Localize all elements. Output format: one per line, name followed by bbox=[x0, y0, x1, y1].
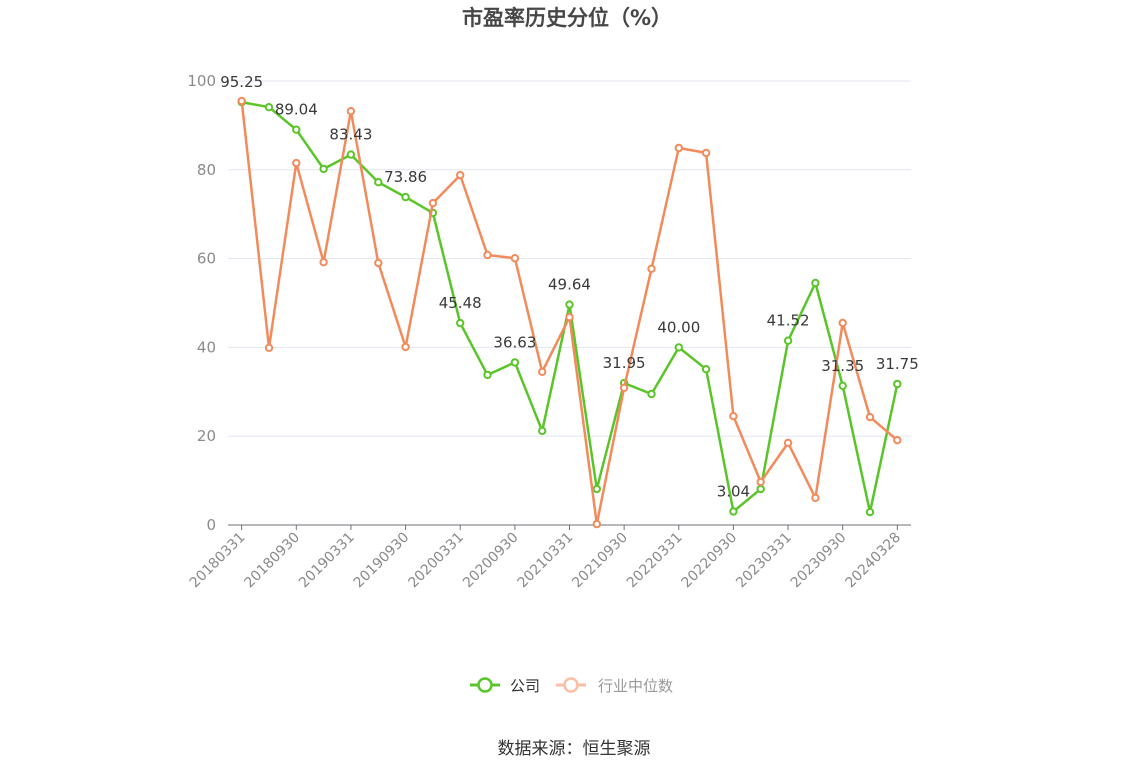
company-point bbox=[592, 484, 601, 494]
industry-median-point bbox=[565, 313, 574, 322]
company-point bbox=[865, 507, 875, 517]
data-label: 95.25 bbox=[220, 73, 263, 91]
industry-median-point bbox=[374, 258, 383, 268]
industry-median-point bbox=[538, 367, 547, 376]
industry-median-point bbox=[701, 148, 711, 158]
data-label: 31.35 bbox=[821, 357, 864, 375]
company-point bbox=[456, 318, 465, 328]
x-tick-label: 20220930 bbox=[679, 530, 741, 592]
x-tick-label: 20180930 bbox=[241, 530, 303, 592]
x-tick-label: 20230930 bbox=[788, 530, 850, 592]
legend-item-company[interactable]: 公司 bbox=[470, 677, 540, 695]
y-tick-label: 100 bbox=[187, 72, 216, 90]
industry-median-point bbox=[401, 342, 410, 352]
y-tick-label: 20 bbox=[197, 427, 216, 445]
x-tick-label: 20190331 bbox=[296, 530, 358, 592]
x-tick-label: 20190930 bbox=[351, 530, 413, 592]
x-tick-label: 20240328 bbox=[842, 530, 904, 592]
industry-median-point bbox=[893, 436, 902, 445]
y-tick-label: 0 bbox=[206, 516, 216, 534]
legend-label-industry-median: 行业中位数 bbox=[598, 677, 673, 695]
data-label: 89.04 bbox=[275, 101, 318, 119]
industry-median-point bbox=[264, 343, 274, 352]
company-point bbox=[783, 336, 793, 345]
industry-median-point bbox=[346, 107, 356, 116]
data-label: 40.00 bbox=[657, 318, 700, 336]
series-area bbox=[237, 96, 902, 529]
company-point bbox=[292, 125, 301, 134]
industry-median-point bbox=[237, 96, 246, 106]
data-label: 31.95 bbox=[603, 354, 646, 372]
x-tick-label: 20200930 bbox=[460, 530, 522, 592]
company-point bbox=[510, 358, 520, 367]
industry-median-point bbox=[783, 438, 793, 448]
industry-median-point bbox=[756, 477, 765, 487]
company-point bbox=[811, 278, 820, 288]
industry-median-point bbox=[619, 383, 629, 392]
data-label: 49.64 bbox=[548, 276, 591, 294]
data-label: 45.48 bbox=[439, 294, 482, 312]
company-point bbox=[756, 484, 765, 494]
legend-item-industry-median[interactable]: 行业中位数 bbox=[556, 677, 673, 695]
industry-median-point bbox=[428, 198, 438, 208]
company-point bbox=[729, 507, 738, 516]
legend: 公司 行业中位数 bbox=[470, 677, 673, 695]
industry-median-point bbox=[729, 412, 738, 421]
industry-median-point bbox=[592, 519, 601, 529]
data-label: 41.52 bbox=[767, 312, 810, 330]
data-label: 3.04 bbox=[717, 483, 750, 501]
x-axis: 2018033120180930201903312019093020200331… bbox=[187, 524, 911, 592]
data-source-note: 数据来源：恒生聚源 bbox=[498, 739, 651, 759]
data-label: 31.75 bbox=[876, 355, 919, 373]
industry-median-point bbox=[483, 250, 492, 260]
company-point bbox=[701, 365, 711, 374]
data-label: 83.43 bbox=[329, 126, 372, 144]
x-tick-label: 20230331 bbox=[733, 530, 795, 592]
industry-median-point bbox=[674, 143, 683, 153]
y-tick-label: 60 bbox=[197, 250, 216, 268]
industry-median-point bbox=[865, 412, 875, 422]
industry-median-point bbox=[811, 493, 820, 503]
x-tick-label: 20200331 bbox=[405, 530, 467, 592]
company-point bbox=[346, 150, 356, 159]
industry-median-point bbox=[292, 158, 301, 168]
y-axis: 0 20 40 60 80 100 bbox=[187, 72, 216, 534]
company-point bbox=[538, 426, 547, 436]
company-point bbox=[264, 103, 274, 112]
company-point bbox=[893, 379, 902, 389]
legend-circle-icon bbox=[563, 677, 579, 693]
company-point bbox=[483, 370, 492, 380]
x-tick-label: 20220331 bbox=[624, 530, 686, 592]
industry-median-point bbox=[510, 254, 520, 263]
company-point bbox=[565, 300, 574, 309]
company-point bbox=[374, 178, 383, 187]
x-tick-label: 20210930 bbox=[569, 530, 631, 592]
company-point bbox=[674, 343, 683, 352]
industry-median-point bbox=[838, 318, 847, 328]
company-point bbox=[401, 192, 410, 202]
legend-label-company: 公司 bbox=[510, 677, 540, 695]
y-tick-label: 80 bbox=[197, 161, 216, 179]
company-point bbox=[838, 381, 847, 390]
data-labels: 95.25 89.04 83.43 73.86 45.48 36.63 49.64 31.95… bbox=[220, 73, 919, 500]
chart-title: 市盈率历史分位（%） bbox=[462, 6, 672, 30]
industry-median-point bbox=[319, 258, 328, 267]
company-point bbox=[647, 389, 656, 399]
industry-median-point bbox=[647, 264, 656, 273]
industry-median-point bbox=[456, 170, 465, 180]
x-tick-label: 20210331 bbox=[515, 530, 577, 592]
data-label: 73.86 bbox=[384, 168, 427, 186]
company-point bbox=[319, 164, 328, 174]
legend-circle-icon bbox=[477, 677, 493, 693]
y-tick-label: 40 bbox=[197, 338, 216, 356]
data-label: 36.63 bbox=[493, 333, 536, 351]
x-tick-label: 20180331 bbox=[187, 530, 249, 592]
